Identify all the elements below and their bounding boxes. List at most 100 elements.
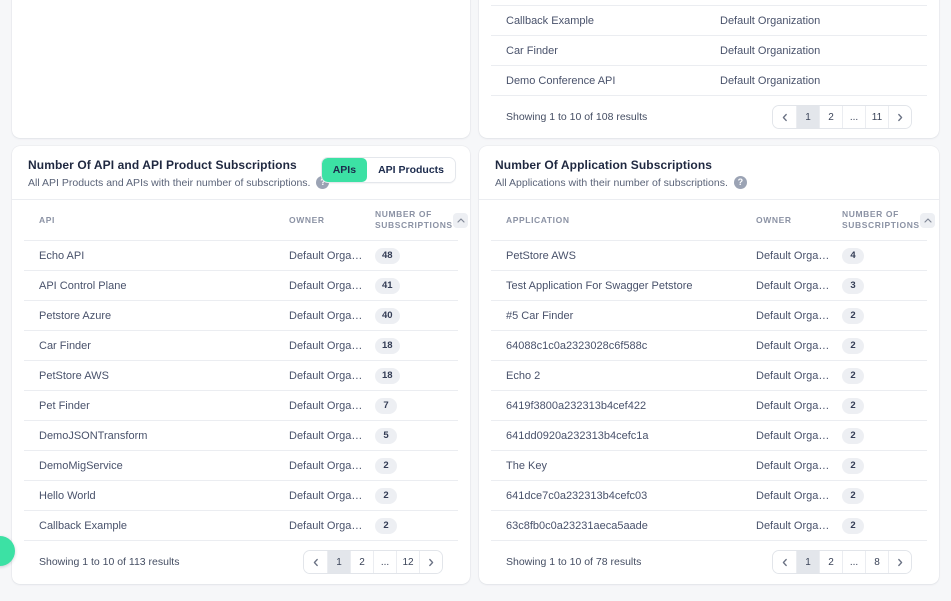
table-header-row: Application Owner Number of Subscription… [491, 200, 935, 240]
row-owner-cell: Default Organi... [756, 279, 837, 292]
subscription-count-badge: 4 [842, 247, 864, 264]
pagination-page-button[interactable]: ... [842, 551, 865, 573]
card-title: Number Of Application Subscriptions [495, 158, 713, 172]
row-count-cell: 3 [842, 277, 912, 294]
pagination-prev-button[interactable] [304, 551, 327, 573]
chevron-up-icon [456, 217, 465, 223]
row-owner-cell: Default Organi... [756, 489, 837, 502]
pagination-page-button[interactable]: 2 [819, 551, 842, 573]
row-count-cell: 4 [842, 247, 912, 264]
pagination-next-button[interactable] [888, 551, 911, 573]
subscription-count-badge: 41 [375, 277, 400, 294]
row-name-cell: Echo 2 [506, 369, 541, 382]
results-summary: Showing 1 to 10 of 113 results [39, 556, 180, 568]
api-list-table: Callback Example Default Organization Ca… [491, 5, 927, 95]
subscription-count-badge: 5 [375, 427, 397, 444]
pagination-page-button[interactable]: 1 [796, 106, 819, 128]
subscription-count-badge: 2 [842, 517, 864, 534]
row-owner-cell: Default Organi... [289, 339, 370, 352]
pagination-page-button[interactable]: 11 [865, 106, 888, 128]
table-row: PetStore AWS Default Organi... 18 [24, 360, 458, 390]
subscription-count-badge: 2 [842, 307, 864, 324]
pagination-next-button[interactable] [888, 106, 911, 128]
subscription-count-badge: 18 [375, 337, 400, 354]
row-owner-cell: Default Organization [720, 74, 821, 87]
row-count-cell: 2 [842, 427, 912, 444]
table-header-row: API Owner Number of Subscriptions [24, 200, 468, 240]
row-count-cell: 5 [375, 427, 443, 444]
pagination-page-button[interactable]: ... [373, 551, 396, 573]
chat-widget-button[interactable] [0, 536, 15, 566]
row-name-cell: The Key [506, 459, 547, 472]
table-row: 6419f3800a232313b4cef422 Default Organi.… [491, 390, 927, 420]
subscription-count-badge: 2 [842, 397, 864, 414]
help-icon[interactable]: ? [733, 176, 747, 189]
card-subtitle-row: All Applications with their number of su… [495, 176, 923, 189]
pagination-bar: Showing 1 to 10 of 108 results 1 2 ... 1… [491, 95, 927, 138]
row-name-cell: 64088c1c0a2323028c6f588c [506, 339, 648, 352]
table-row: #5 Car Finder Default Organi... 2 [491, 300, 927, 330]
pagination-page-button[interactable]: 2 [819, 106, 842, 128]
chevron-left-icon [782, 113, 787, 121]
pagination-page-button[interactable]: 2 [350, 551, 373, 573]
row-owner-cell: Default Organi... [289, 489, 370, 502]
row-count-cell: 41 [375, 277, 443, 294]
row-count-cell: 18 [375, 337, 443, 354]
pagination-page-button[interactable]: 1 [796, 551, 819, 573]
column-header-count: Number of Subscriptions [375, 209, 468, 231]
pagination: 1 2 ... 8 [772, 550, 912, 574]
row-name-cell: PetStore AWS [39, 369, 109, 382]
toggle-option-button[interactable]: APIs [321, 158, 368, 182]
pagination: 1 2 ... 12 [303, 550, 443, 574]
card-header: Number Of API and API Product Subscripti… [12, 146, 470, 200]
table-row: Callback Example Default Organization [491, 5, 927, 35]
subscription-count-badge: 18 [375, 367, 400, 384]
sort-button[interactable] [920, 212, 935, 228]
pagination-page-button[interactable]: 12 [396, 551, 419, 573]
row-owner-cell: Default Organi... [289, 429, 370, 442]
row-count-cell: 2 [375, 517, 443, 534]
row-name-cell: 63c8fb0c0a23231aeca5aade [506, 519, 648, 532]
row-count-cell: 2 [842, 397, 912, 414]
column-header-count: Number of Subscriptions [842, 209, 935, 231]
row-name-cell: Car Finder [39, 339, 91, 352]
row-owner-cell: Default Organization [720, 14, 821, 27]
row-owner-cell: Default Organi... [289, 249, 370, 262]
pagination-page-button[interactable]: 8 [865, 551, 888, 573]
row-count-cell: 18 [375, 367, 443, 384]
table-row: 641dd0920a232313b4cefc1a Default Organi.… [491, 420, 927, 450]
apis-products-toggle: APIs API Products [320, 157, 456, 183]
pagination-prev-button[interactable] [773, 106, 796, 128]
pagination-page-button[interactable]: ... [842, 106, 865, 128]
table-row: Petstore Azure Default Organi... 40 [24, 300, 458, 330]
row-owner-cell: Default Organi... [289, 279, 370, 292]
pagination-next-button[interactable] [419, 551, 442, 573]
row-count-cell: 2 [842, 457, 912, 474]
row-count-cell: 2 [375, 457, 443, 474]
row-count-cell: 7 [375, 397, 443, 414]
row-name-cell: DemoMigService [39, 459, 123, 472]
row-name-cell: Hello World [39, 489, 96, 502]
pagination-page-button[interactable]: 1 [327, 551, 350, 573]
row-owner-cell: Default Organi... [756, 459, 837, 472]
row-owner-cell: Default Organi... [756, 399, 837, 412]
row-owner-cell: Default Organi... [756, 249, 837, 262]
row-name-cell: Petstore Azure [39, 309, 112, 322]
row-count-cell: 2 [842, 307, 912, 324]
subscription-count-badge: 2 [842, 367, 864, 384]
sort-button[interactable] [453, 212, 468, 228]
row-owner-cell: Default Organi... [756, 369, 837, 382]
row-owner-cell: Default Organi... [756, 309, 837, 322]
toggle-option-button[interactable]: API Products [367, 158, 455, 182]
row-owner-cell: Default Organi... [289, 309, 370, 322]
chevron-right-icon [898, 558, 903, 566]
table-row: DemoMigService Default Organi... 2 [24, 450, 458, 480]
card-header: Number Of Application Subscriptions All … [479, 146, 939, 200]
row-name-cell: Callback Example [39, 519, 128, 532]
application-subscriptions-table: PetStore AWS Default Organi... 4 Test Ap… [479, 240, 939, 540]
chevron-up-icon [923, 217, 932, 223]
column-header-application: Application [506, 214, 570, 225]
column-header-api: API [39, 214, 55, 225]
chevron-right-icon [429, 558, 434, 566]
pagination-prev-button[interactable] [773, 551, 796, 573]
